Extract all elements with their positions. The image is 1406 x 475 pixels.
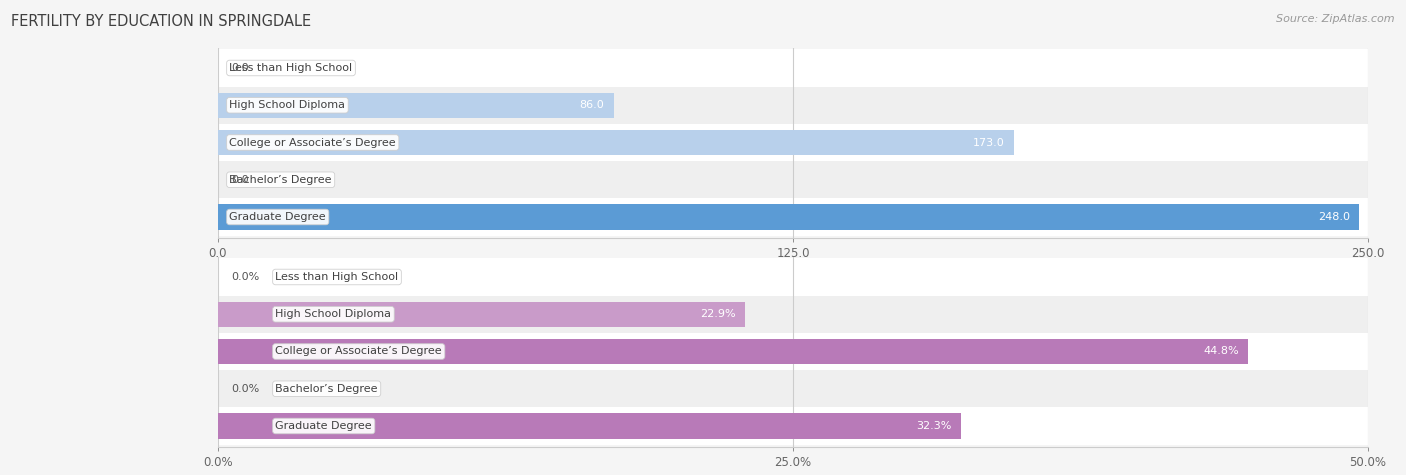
Text: 22.9%: 22.9% [700,309,735,319]
Bar [218,93,613,118]
Text: High School Diploma: High School Diploma [276,309,391,319]
Text: 86.0: 86.0 [579,100,605,110]
Bar [218,161,1368,199]
Text: Less than High School: Less than High School [276,272,398,282]
Text: 0.0%: 0.0% [232,384,260,394]
Bar [218,339,1249,364]
Text: Less than High School: Less than High School [229,63,353,73]
Bar [218,258,1368,295]
Bar [218,295,1368,333]
Text: 0.0: 0.0 [232,175,249,185]
Text: Bachelor’s Degree: Bachelor’s Degree [229,175,332,185]
Text: College or Associate’s Degree: College or Associate’s Degree [276,346,441,357]
Bar [218,49,1368,86]
Bar [218,199,1368,236]
Bar [218,124,1368,161]
Text: 0.0: 0.0 [232,63,249,73]
Text: 44.8%: 44.8% [1204,346,1239,357]
Bar [218,302,745,327]
Text: 173.0: 173.0 [973,137,1005,148]
Text: Graduate Degree: Graduate Degree [276,421,373,431]
Text: College or Associate’s Degree: College or Associate’s Degree [229,137,396,148]
Bar [218,86,1368,124]
Text: 32.3%: 32.3% [917,421,952,431]
Text: Graduate Degree: Graduate Degree [229,212,326,222]
Bar [218,333,1368,370]
Bar [218,130,1014,155]
Text: Bachelor’s Degree: Bachelor’s Degree [276,384,378,394]
Text: Source: ZipAtlas.com: Source: ZipAtlas.com [1277,14,1395,24]
Text: 248.0: 248.0 [1317,212,1350,222]
Text: High School Diploma: High School Diploma [229,100,346,110]
Bar [218,413,960,439]
Bar [218,370,1368,408]
Text: FERTILITY BY EDUCATION IN SPRINGDALE: FERTILITY BY EDUCATION IN SPRINGDALE [11,14,311,29]
Text: 0.0%: 0.0% [232,272,260,282]
Bar [218,408,1368,445]
Bar [218,204,1358,230]
